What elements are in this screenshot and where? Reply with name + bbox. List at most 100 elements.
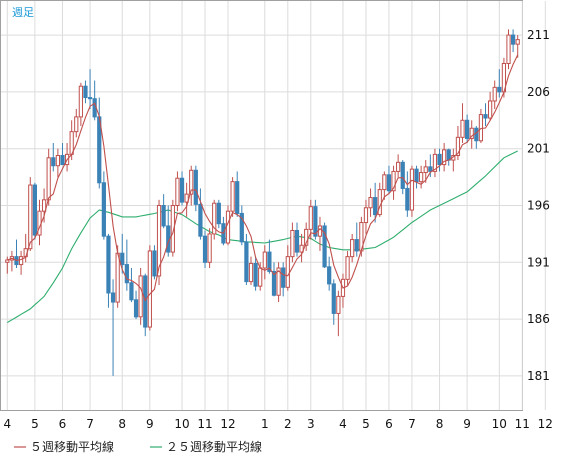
candle-up xyxy=(262,251,267,269)
candle-down xyxy=(216,202,221,225)
y-tick-label: 196 xyxy=(527,199,550,213)
x-tick-label: 4 xyxy=(339,417,347,431)
x-tick-label: 5 xyxy=(362,417,370,431)
candle-down xyxy=(446,149,451,161)
x-axis: 4 5 6 7 8 9 10 11 12 1 2 3 4 5 6 7 8 9 10 11 12 xyxy=(3,417,552,431)
candle-down xyxy=(483,114,488,119)
candle-up xyxy=(156,205,162,277)
candle-down xyxy=(331,283,336,314)
x-tick-label: 12 xyxy=(538,417,553,431)
candle-down xyxy=(414,168,419,183)
candle-down xyxy=(124,264,129,284)
candle-up xyxy=(460,119,465,138)
candle-down xyxy=(386,174,392,192)
candle-down xyxy=(294,229,300,253)
x-tick-label: 8 xyxy=(118,417,126,431)
candle-down xyxy=(405,187,410,211)
candle-down xyxy=(101,182,106,237)
candle-up xyxy=(212,202,217,235)
legend-label-ma25: ２５週移動平均線 xyxy=(166,439,262,454)
candle-up xyxy=(147,250,152,328)
candle-up xyxy=(41,199,47,212)
candle-up xyxy=(189,169,194,195)
candle-up xyxy=(317,225,323,237)
candle-down xyxy=(354,239,359,252)
candle-up xyxy=(248,262,254,283)
candle-down xyxy=(110,292,116,303)
ma5-line xyxy=(7,54,519,302)
x-tick-label: 1 xyxy=(261,417,269,431)
candle-down xyxy=(202,235,208,263)
y-tick-label: 201 xyxy=(527,142,550,156)
candle-up xyxy=(391,170,396,192)
candle-up xyxy=(345,256,350,280)
candle-up xyxy=(419,172,424,183)
candle-up xyxy=(363,207,369,224)
candle-down xyxy=(281,267,286,288)
candle-up xyxy=(285,256,290,288)
candle-up xyxy=(5,259,10,263)
candle-up xyxy=(488,100,493,119)
x-tick-label: 8 xyxy=(436,417,444,431)
candle-up xyxy=(290,229,295,258)
candle-down xyxy=(179,177,185,203)
x-tick-label: 10 xyxy=(492,417,507,431)
x-tick-label: 5 xyxy=(31,417,39,431)
period-label: 週足 xyxy=(12,6,34,19)
candle-up xyxy=(115,252,120,303)
candle-down xyxy=(51,157,56,167)
candles xyxy=(5,29,520,376)
candle-up xyxy=(382,174,387,191)
candle-up xyxy=(492,86,497,102)
candle-down xyxy=(133,299,139,318)
candle-down xyxy=(143,275,148,328)
candle-down xyxy=(83,85,88,99)
candle-down xyxy=(373,197,378,216)
x-tick-label: 11 xyxy=(197,417,212,431)
x-tick-label: 6 xyxy=(385,417,393,431)
x-tick-label: 6 xyxy=(59,417,67,431)
candle-up xyxy=(515,39,520,45)
candle-down xyxy=(87,97,93,100)
candle-up xyxy=(299,244,304,253)
x-tick-label: 2 xyxy=(284,417,292,431)
candle-up xyxy=(350,239,355,258)
candle-up xyxy=(18,256,24,266)
candle-down xyxy=(235,181,240,214)
candle-up xyxy=(455,136,461,157)
y-tick-label: 186 xyxy=(527,312,550,326)
candle-down xyxy=(313,206,318,237)
candle-down xyxy=(120,252,125,266)
candle-down xyxy=(400,161,405,189)
candle-up xyxy=(46,157,51,201)
candle-up xyxy=(276,267,281,296)
candle-up xyxy=(138,275,143,318)
candle-up xyxy=(78,85,83,118)
candle-up xyxy=(336,295,341,314)
candle-down xyxy=(253,262,258,287)
legend-label-ma5: ５週移動平均線 xyxy=(30,439,114,454)
candle-down xyxy=(60,155,65,166)
candle-down xyxy=(161,205,166,227)
x-tick-label: 4 xyxy=(3,417,11,431)
candle-down xyxy=(497,86,502,93)
x-tick-label: 3 xyxy=(307,417,315,431)
candle-down xyxy=(106,235,111,294)
candle-up xyxy=(442,149,447,166)
y-tick-label: 206 xyxy=(527,85,550,99)
candle-up xyxy=(409,168,415,211)
x-tick-label: 11 xyxy=(515,417,530,431)
x-tick-label: 12 xyxy=(220,417,235,431)
candle-up xyxy=(175,177,180,207)
candle-down xyxy=(129,282,134,301)
candle-up xyxy=(55,155,60,167)
candle-down xyxy=(244,241,249,283)
candle-down xyxy=(322,225,327,268)
candle-down xyxy=(437,153,442,166)
candle-down xyxy=(474,127,479,142)
candle-down xyxy=(152,250,157,277)
candle-down xyxy=(510,34,516,45)
candle-up xyxy=(396,161,401,172)
y-tick-label: 211 xyxy=(527,28,550,42)
